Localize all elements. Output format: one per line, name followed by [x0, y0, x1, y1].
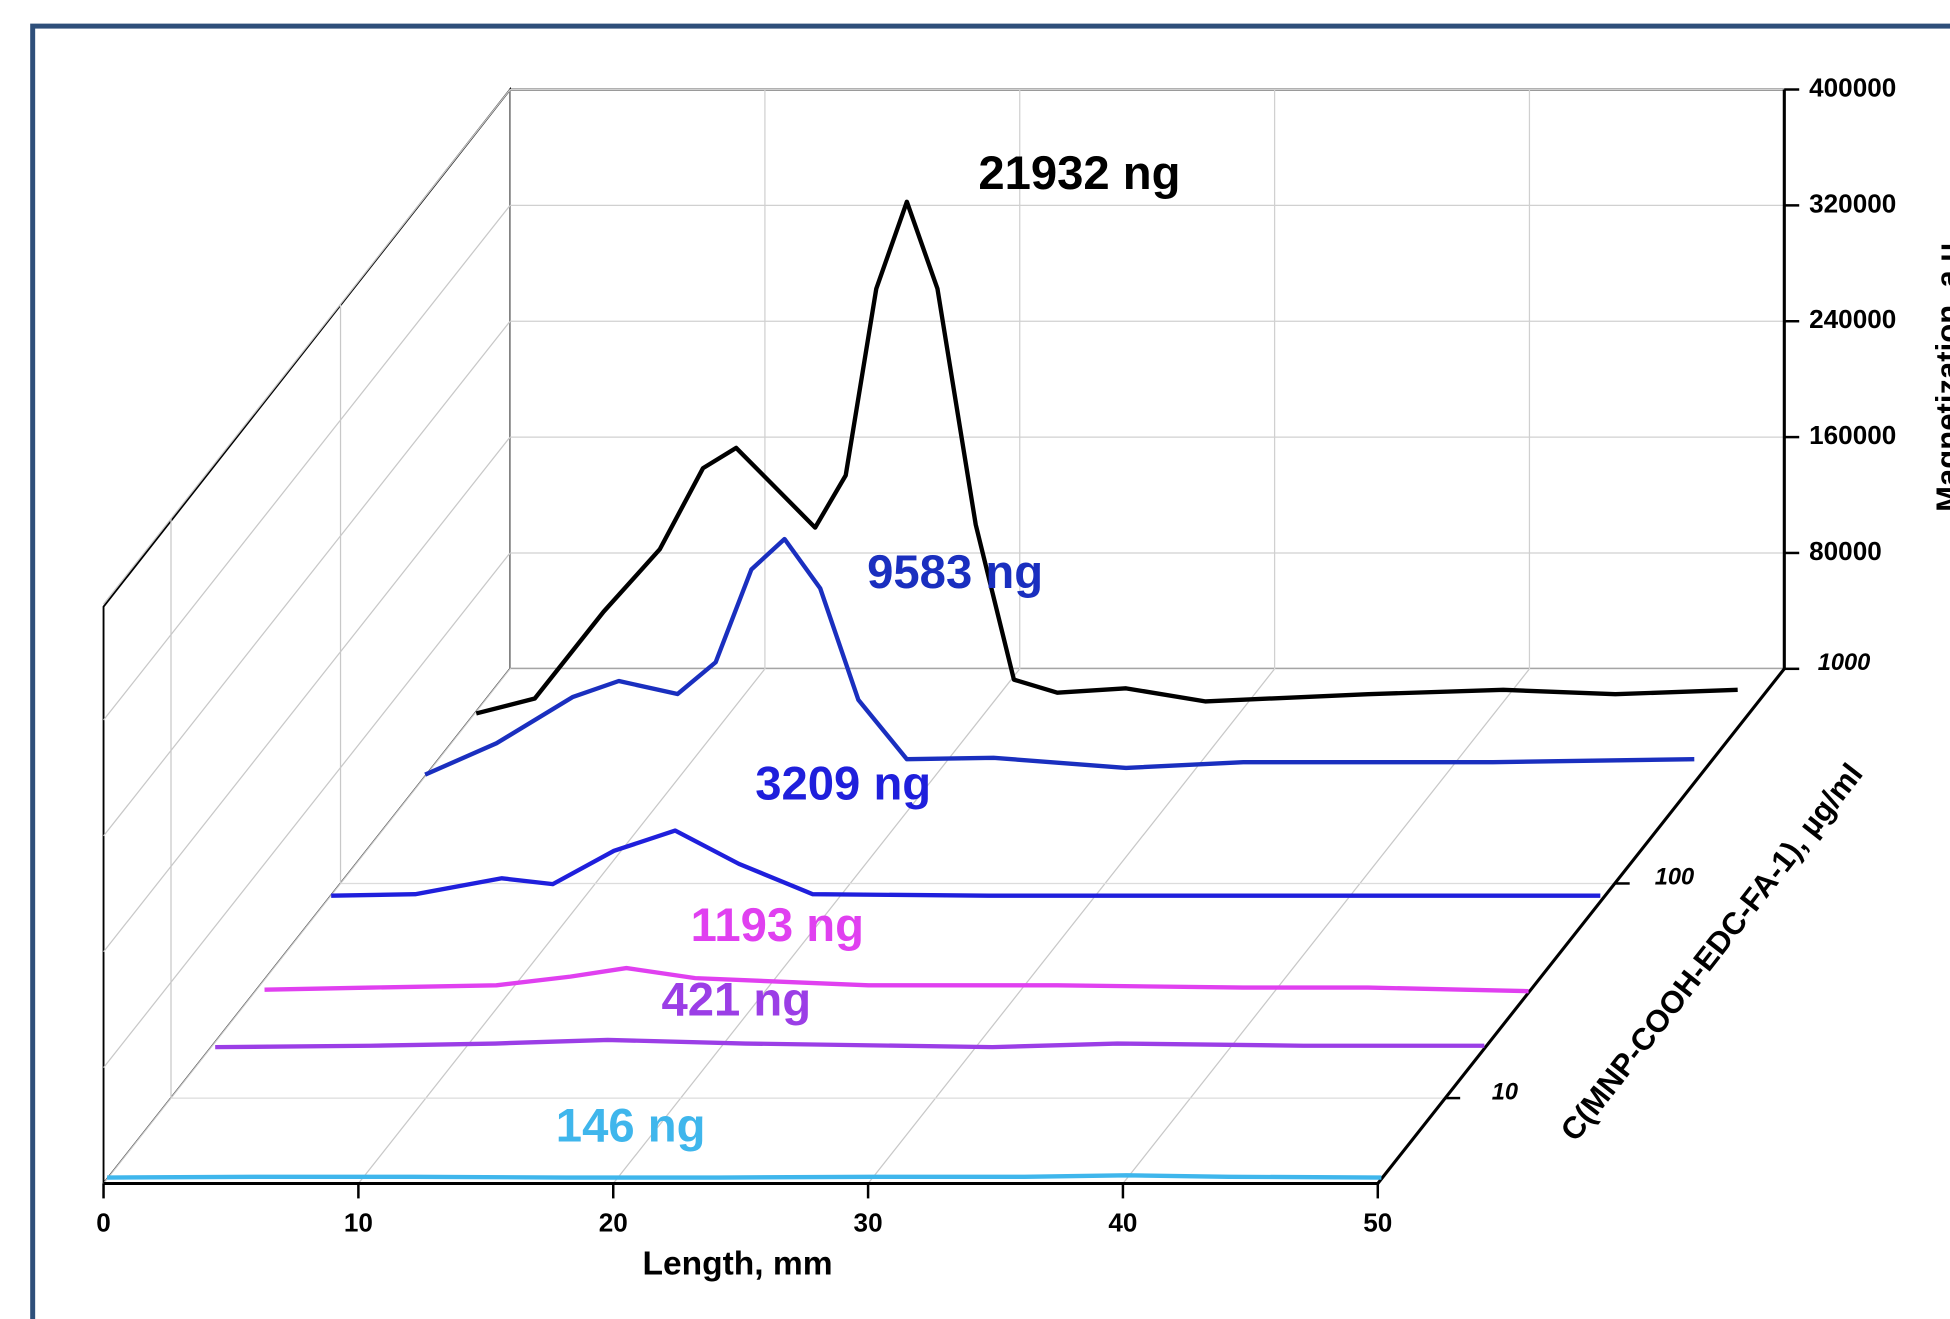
frame — [30, 23, 1950, 1319]
series-label: 9583 ng — [867, 546, 1043, 599]
series-line — [331, 828, 1601, 898]
z-tick-label: 10 — [1492, 1079, 1518, 1105]
y-tick-label: 400000 — [1809, 72, 1896, 102]
x-tick-label: 50 — [1363, 1207, 1392, 1237]
series-line — [475, 199, 1738, 716]
y-tick-label: 160000 — [1809, 420, 1896, 450]
x-tick-label: 0 — [96, 1207, 111, 1237]
walls — [102, 86, 1786, 1187]
series-label: 3209 ng — [755, 757, 931, 810]
series-label: 421 ng — [661, 974, 811, 1027]
y-tick-label: 80000 — [1809, 536, 1882, 566]
series-line — [264, 965, 1529, 994]
x-tick-label: 10 — [344, 1207, 373, 1237]
floor — [103, 668, 1785, 1184]
y-axis-title: Magnetization, a.u. — [1930, 234, 1950, 512]
series-label: 1193 ng — [691, 899, 864, 952]
y-tick-label: 240000 — [1809, 304, 1896, 334]
z-axis-line — [1376, 667, 1786, 1185]
x-tick-label: 20 — [599, 1207, 628, 1237]
z-tick-label: 100 — [1655, 865, 1694, 891]
z-tick-label: 1000 — [1818, 650, 1871, 676]
y-tick-label: 320000 — [1809, 188, 1896, 218]
x-tick-label: 40 — [1108, 1207, 1137, 1237]
series-line — [424, 536, 1695, 777]
series-label: 146 ng — [556, 1099, 706, 1152]
x-tick-label: 30 — [854, 1207, 883, 1237]
series-label: 21932 ng — [978, 147, 1180, 200]
x-axis-title: Length, mm — [643, 1245, 833, 1282]
left-grid-line — [103, 89, 511, 605]
series-line — [215, 1037, 1485, 1050]
series-line — [107, 1173, 1382, 1180]
